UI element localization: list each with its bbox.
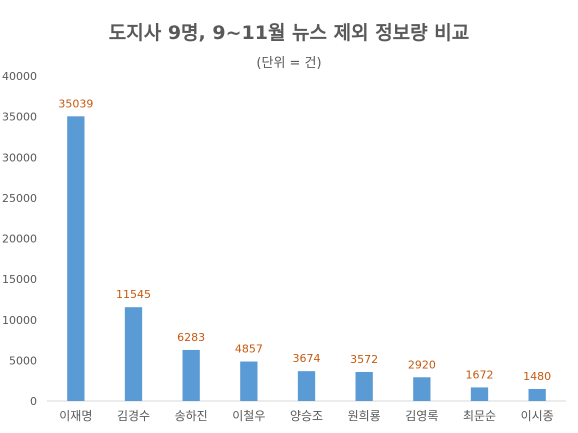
category-label: 양승조 [290,409,323,423]
category-label: 김경수 [117,409,150,423]
data-label: 1480 [523,370,551,383]
bar [413,377,431,401]
category-label: 이재명 [59,409,92,423]
y-tick-label: 15000 [2,273,37,286]
bar [67,116,85,401]
bar [528,388,546,401]
y-tick-label: 25000 [2,192,37,205]
data-label: 11545 [116,288,151,301]
category-label: 김영록 [405,409,438,423]
bar [240,361,258,401]
y-tick-label: 0 [30,395,37,408]
bar [297,371,316,401]
y-tick-label: 5000 [9,354,37,367]
y-tick-label: 35000 [2,111,37,124]
category-label: 송하진 [175,409,208,423]
data-label: 35039 [58,97,93,110]
category-label: 이시종 [521,409,554,423]
data-label: 3572 [350,353,378,366]
chart-title: 도지사 9명, 9~11월 뉴스 제외 정보량 비교 [108,22,470,44]
y-tick-label: 40000 [2,70,37,83]
bar [355,371,373,401]
bar [470,387,489,401]
y-tick-label: 30000 [2,151,37,164]
bar [182,349,200,401]
category-label: 이철우 [232,409,265,423]
category-label: 최문순 [463,409,496,423]
category-label: 원희룡 [348,409,381,423]
data-label: 4857 [235,343,263,356]
chart-subtitle: (단위 = 건) [256,56,322,71]
data-label: 6283 [177,331,205,344]
bar [124,307,143,401]
data-label: 3674 [293,352,321,365]
y-tick-label: 20000 [2,233,37,246]
y-tick-label: 10000 [2,314,37,327]
data-label: 2920 [408,358,436,371]
data-label: 1672 [466,368,494,381]
